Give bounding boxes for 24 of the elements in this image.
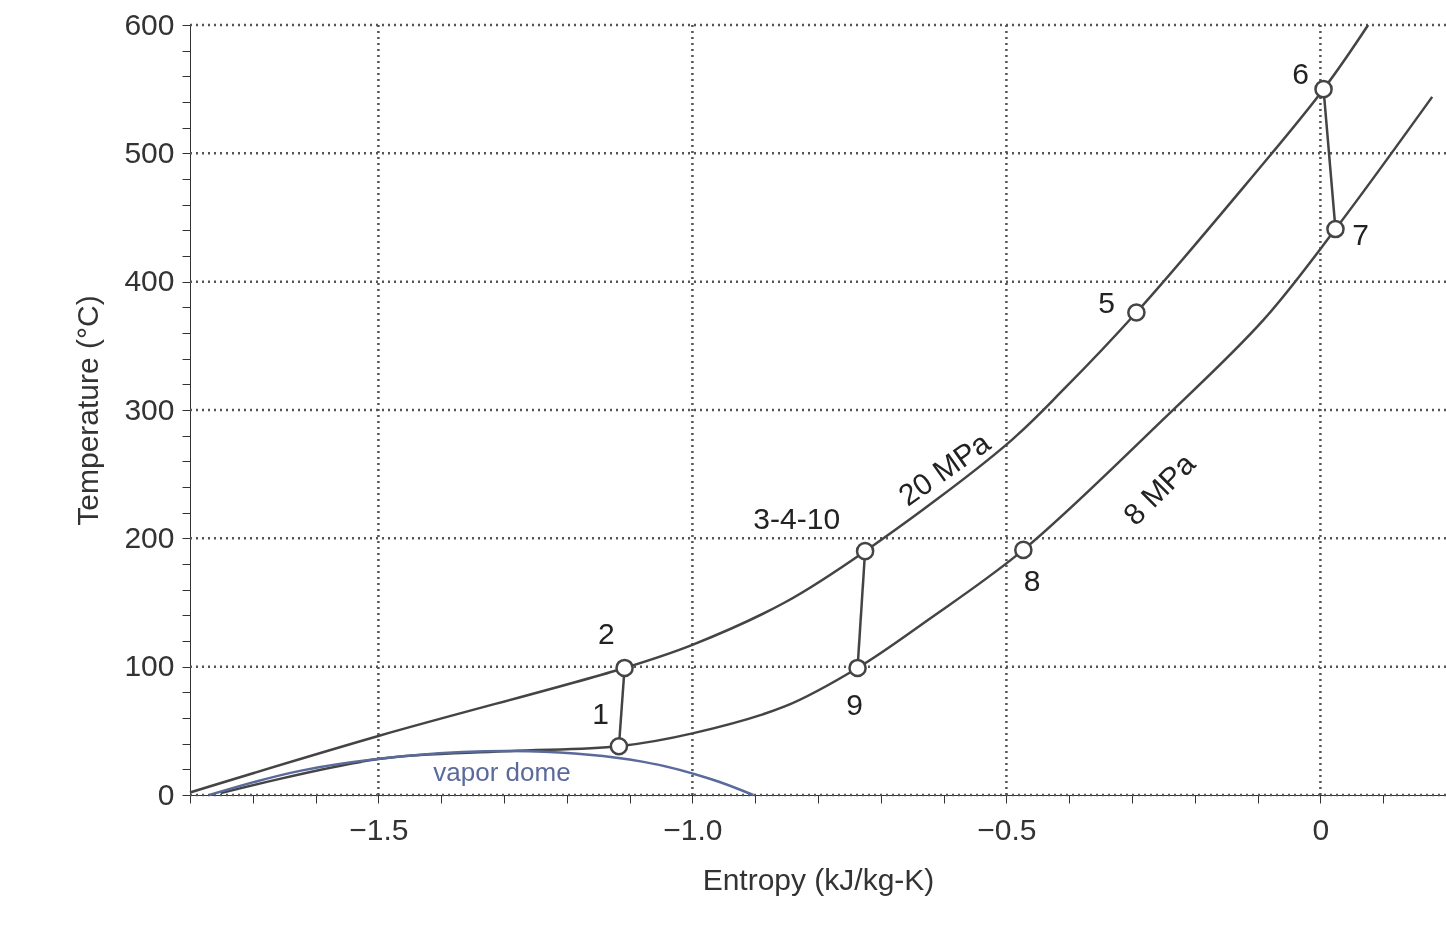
annotation: 9 <box>846 687 863 721</box>
annotation: 5 <box>1098 286 1115 320</box>
annotation: 6 <box>1292 57 1309 91</box>
annotation: 8 MPa <box>1116 446 1202 532</box>
annotation: 2 <box>597 616 615 650</box>
y-tick-label: 600 <box>124 7 175 41</box>
annotation: vapor dome <box>433 757 571 787</box>
y-tick-label: 300 <box>124 392 175 426</box>
y-tick-label: 500 <box>124 135 175 169</box>
annotation: 1 <box>592 697 610 731</box>
x-tick-label: −1.5 <box>349 812 409 846</box>
x-tick-label: −0.5 <box>977 812 1037 846</box>
y-tick-label: 400 <box>124 264 175 298</box>
y-tick-label: 200 <box>124 520 175 554</box>
annotation: 7 <box>1352 218 1369 252</box>
y-tick-label: 0 <box>157 777 175 811</box>
annotation: 20 MPa <box>892 425 997 512</box>
x-tick-label: −1.0 <box>663 812 723 846</box>
annotation: 3-4-10 <box>753 502 841 536</box>
y-axis-title: Temperature (°C) <box>71 295 105 526</box>
x-tick-label: 0 <box>1312 812 1330 846</box>
x-axis-title: Entropy (kJ/kg-K) <box>702 862 935 896</box>
annotation: 8 <box>1023 563 1041 597</box>
y-tick-label: 100 <box>124 649 175 683</box>
